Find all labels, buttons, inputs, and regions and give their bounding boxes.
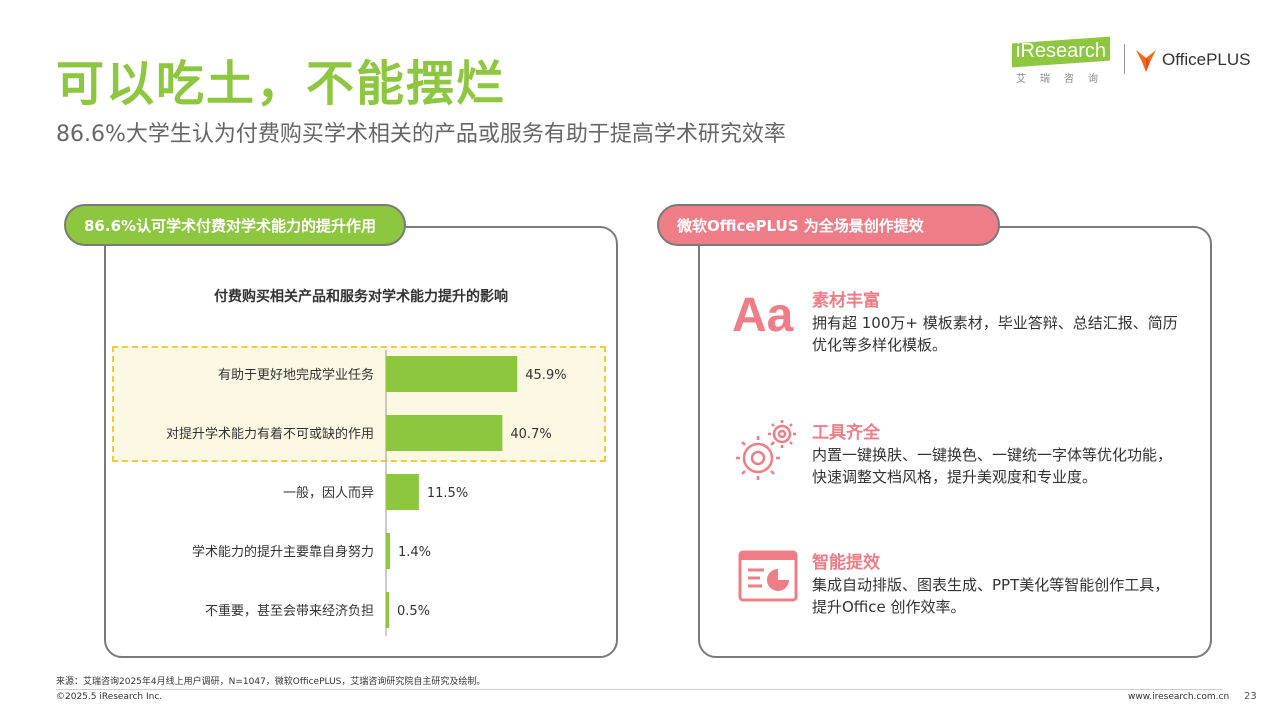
value-label: 11.5% [427, 486, 468, 501]
iresearch-logo: iResearch [1016, 40, 1107, 62]
footer-divider [56, 689, 1222, 690]
category-label: 学术能力的提升主要靠自身努力 [192, 544, 374, 560]
bar [386, 415, 503, 451]
value-label: 45.9% [525, 368, 566, 383]
right-panel-header: 微软OfficePLUS 为全场景创作提效 [657, 204, 1000, 246]
feature-title: 工具齐全 [812, 423, 880, 443]
bar [386, 533, 391, 569]
left-panel-header: 86.6%认可学术付费对学术能力的提升作用 [64, 204, 406, 246]
page-number: 23 [1244, 691, 1257, 702]
source-note: 来源：艾瑞咨询2025年4月线上用户调研，N=1047，微软OfficePLUS… [56, 677, 486, 687]
copyright: ©2025.5 iResearch Inc. [56, 692, 163, 702]
slide-subtitle: 86.6%大学生认为付费购买学术相关的产品或服务有助于提高学术研究效率 [56, 122, 786, 147]
logo-area: iResearch 艾瑞咨询 OfficePLUS [1012, 36, 1252, 86]
website-link[interactable]: www.iresearch.com.cn [1128, 692, 1230, 702]
bar [386, 356, 518, 392]
value-label: 1.4% [398, 545, 431, 560]
category-label: 一般，因人而异 [283, 485, 374, 501]
aa-icon: Aa [732, 289, 794, 342]
value-label: 0.5% [397, 604, 430, 619]
feature-description: 内置一键换肤、一键换色、一键统一字体等优化功能，快速调整文档风格，提升美观度和专… [812, 446, 1173, 486]
officeplus-logo: OfficePLUS [1162, 50, 1251, 69]
feature-tools: 工具齐全 内置一键换肤、一键换色、一键统一字体等优化功能，快速调整文档风格，提升… [732, 418, 1192, 508]
category-label: 对提升学术能力有着不可或缺的作用 [166, 426, 374, 442]
feature-title: 智能提效 [812, 553, 880, 573]
presentation-chart-icon [738, 550, 798, 602]
feature-title: 素材丰富 [812, 291, 880, 311]
bar [386, 592, 389, 628]
feature-material: Aa 素材丰富 拥有超 100万+ 模板素材，毕业答辩、总结汇报、简历优化等多样… [732, 286, 1192, 376]
logo-divider [1124, 44, 1125, 74]
category-label: 有助于更好地完成学业任务 [218, 367, 374, 383]
iresearch-logo-cn: 艾瑞咨询 [1016, 74, 1112, 85]
gears-icon [736, 420, 796, 480]
feature-smart: 智能提效 集成自动排版、图表生成、PPT美化等智能创作工具，提升Office 创… [732, 548, 1192, 638]
slide-title: 可以吃土，不能摆烂 [56, 56, 507, 112]
bar [386, 474, 419, 510]
category-label: 不重要，甚至会带来经济负担 [205, 603, 374, 619]
value-label: 40.7% [510, 427, 551, 442]
feature-description: 拥有超 100万+ 模板素材，毕业答辩、总结汇报、简历优化等多样化模板。 [812, 314, 1178, 354]
chart-highlight-box [112, 346, 606, 462]
feature-description: 集成自动排版、图表生成、PPT美化等智能创作工具，提升Office 创作效率。 [812, 576, 1170, 616]
officeplus-logo-icon [1136, 50, 1156, 72]
chart-title: 付费购买相关产品和服务对学术能力提升的影响 [214, 289, 508, 305]
